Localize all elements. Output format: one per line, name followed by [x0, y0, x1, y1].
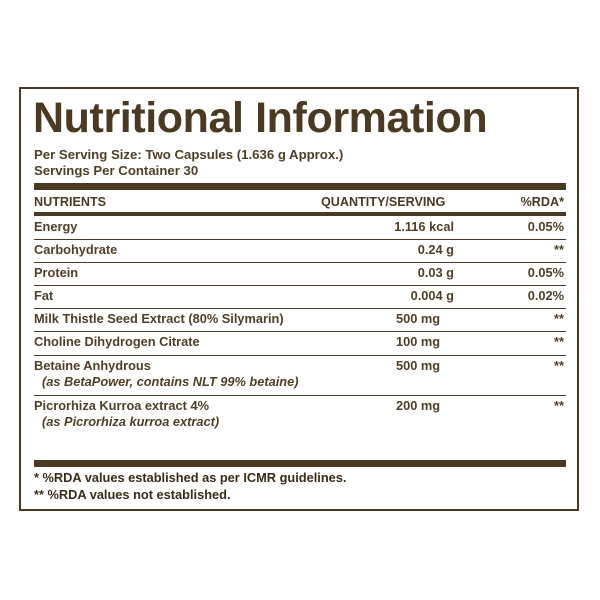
- nutrient-name: Picrorhiza Kurroa extract 4%: [34, 398, 209, 413]
- nutrient-rda: **: [554, 358, 564, 373]
- footnote-rda-established: * %RDA values established as per ICMR gu…: [34, 470, 347, 485]
- header-quantity: QUANTITY/SERVING: [321, 195, 446, 209]
- serving-size: Per Serving Size: Two Capsules (1.636 g …: [34, 147, 344, 162]
- nutrient-name: Milk Thistle Seed Extract (80% Silymarin…: [34, 311, 284, 326]
- nutrient-name: Choline Dihydrogen Citrate: [34, 334, 200, 349]
- nutrient-quantity: 500 mg: [396, 311, 441, 326]
- header-rda: %RDA*: [520, 195, 564, 209]
- nutrient-quantity: 200 mg: [396, 398, 441, 413]
- nutrient-rda: **: [554, 398, 564, 413]
- nutrient-quantity: 500 mg: [396, 358, 441, 373]
- table-row-choline: Choline Dihydrogen Citrate 100 mg **: [34, 331, 566, 356]
- nutrient-rda: **: [554, 242, 564, 257]
- header-divider-bar: [34, 212, 566, 216]
- nutrient-name: Energy: [34, 219, 78, 234]
- nutrient-quantity: 100 mg: [396, 334, 441, 349]
- nutrient-subtext: (as BetaPower, contains NLT 99% betaine): [42, 374, 299, 389]
- nutrient-rda: **: [554, 334, 564, 349]
- top-divider-bar: [34, 183, 566, 190]
- nutrient-rda: 0.02%: [527, 288, 564, 303]
- nutrient-subtext: (as Picrorhiza kurroa extract): [42, 414, 220, 429]
- table-row-protein: Protein 0.03 g 0.05%: [34, 262, 566, 286]
- table-row-energy: Energy 1.116 kcal 0.05%: [34, 216, 566, 240]
- nutrient-rda: 0.05%: [527, 265, 564, 280]
- nutrient-quantity: 0.03 g: [417, 265, 454, 280]
- header-nutrients: NUTRIENTS: [34, 195, 107, 209]
- nutrition-label-panel: Nutritional Information Per Serving Size…: [19, 87, 579, 511]
- table-row-betaine: Betaine Anhydrous (as BetaPower, contain…: [34, 355, 566, 396]
- bottom-divider-bar: [34, 460, 566, 467]
- table-row-milk-thistle: Milk Thistle Seed Extract (80% Silymarin…: [34, 308, 566, 332]
- table-row-picrorhiza: Picrorhiza Kurroa extract 4% (as Picrorh…: [34, 395, 566, 461]
- nutrient-name: Carbohydrate: [34, 242, 118, 257]
- nutrient-name: Fat: [34, 288, 54, 303]
- nutrient-name: Protein: [34, 265, 79, 280]
- servings-per-container: Servings Per Container 30: [34, 163, 199, 178]
- nutrient-rda: 0.05%: [527, 219, 564, 234]
- nutrient-quantity: 1.116 kcal: [394, 219, 454, 234]
- nutrient-name: Betaine Anhydrous: [34, 358, 151, 373]
- nutrient-quantity: 0.24 g: [417, 242, 454, 257]
- nutrient-quantity: 0.004 g: [410, 288, 454, 303]
- footnote-rda-not-established: ** %RDA values not established.: [34, 487, 231, 502]
- label-title: Nutritional Information: [33, 94, 488, 142]
- table-row-fat: Fat 0.004 g 0.02%: [34, 285, 566, 309]
- table-row-carbohydrate: Carbohydrate 0.24 g **: [34, 239, 566, 263]
- nutrient-rda: **: [554, 311, 564, 326]
